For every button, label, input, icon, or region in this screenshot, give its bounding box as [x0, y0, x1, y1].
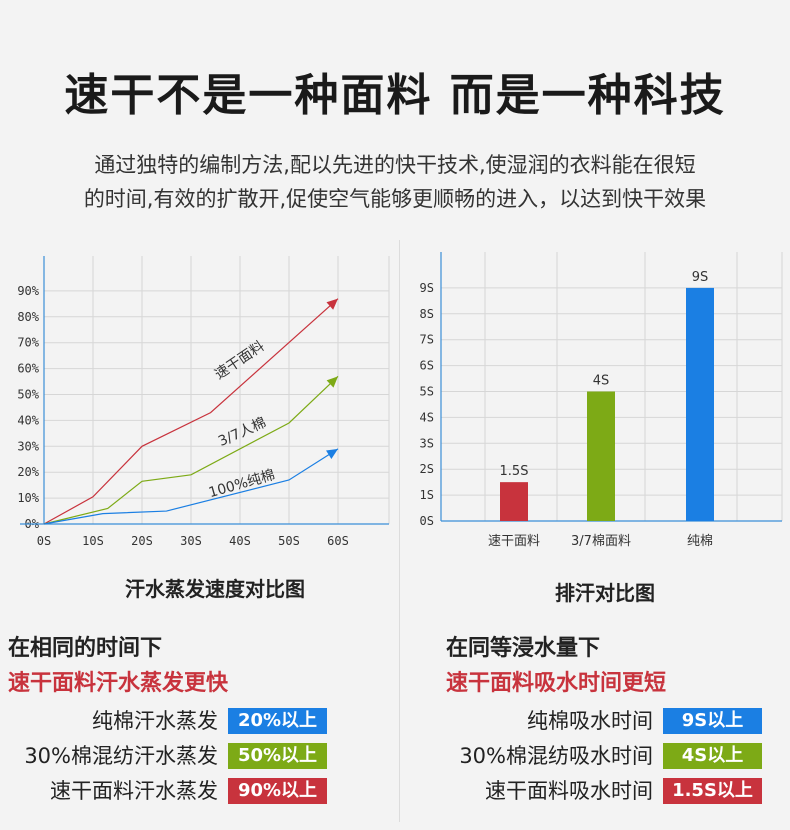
- left-row-label: 纯棉汗水蒸发: [92, 709, 218, 733]
- x-tick-label: 60S: [327, 534, 349, 548]
- y-tick-label: 90%: [17, 284, 39, 298]
- left-heading: 在相同的时间下: [8, 636, 163, 661]
- right-row-label: 30%棉混纺吸水时间: [459, 744, 653, 768]
- x-tick-label: 10S: [82, 534, 104, 548]
- y-tick-label: 40%: [17, 413, 39, 427]
- series-line: [43, 375, 339, 525]
- x-tick-label: 0S: [37, 534, 51, 548]
- x-tick-label: 20S: [131, 534, 153, 548]
- bar: [587, 391, 615, 521]
- right-row-badge: 9S以上: [663, 708, 762, 734]
- right-row-label: 速干面料吸水时间: [485, 779, 653, 803]
- intro-line-2: 的时间,有效的扩散开,促使空气能够更顺畅的进入，以达到快干效果: [83, 187, 707, 211]
- left-row-label: 30%棉混纺汗水蒸发: [24, 744, 218, 768]
- y-tick-label: 8S: [420, 307, 434, 321]
- y-tick-label: 5S: [420, 385, 434, 399]
- right-row-badge: 4S以上: [663, 743, 762, 769]
- right-highlight: 速干面料吸水时间更短: [446, 671, 667, 696]
- series-arrowhead: [326, 448, 338, 460]
- y-tick-label: 60%: [17, 362, 39, 376]
- bar-data-label: 9S: [692, 270, 709, 285]
- bar-data-label: 4S: [593, 374, 610, 389]
- bar: [686, 287, 714, 521]
- absorption-bar-chart: 0S 1S 2S 3S 4S 5S 6S 7S 8S 9S 1.5S 速干面料 4S 3/7棉面料 9S 纯棉: [420, 252, 783, 549]
- bar-data-label: 1.5S: [500, 464, 529, 479]
- intro-line-1: 通过独特的编制方法,配以先进的快干技术,使湿润的衣料能在很短: [94, 153, 696, 177]
- y-tick-label: 7S: [420, 333, 434, 347]
- series-line: [43, 448, 339, 525]
- y-tick-label: 20%: [17, 465, 39, 479]
- right-row-label: 纯棉吸水时间: [527, 709, 653, 733]
- y-tick-label: 6S: [420, 359, 434, 373]
- y-tick-label: 4S: [420, 410, 434, 424]
- y-tick-label: 80%: [17, 310, 39, 324]
- left-highlight: 速干面料汗水蒸发更快: [8, 671, 229, 696]
- right-heading: 在同等浸水量下: [446, 636, 601, 661]
- y-tick-label: 9S: [420, 281, 434, 295]
- left-row-badge: 50%以上: [228, 743, 327, 769]
- y-tick-label: 70%: [17, 336, 39, 350]
- left-row-badge: 20%以上: [228, 708, 327, 734]
- category-label: 纯棉: [687, 534, 713, 549]
- left-row-label: 速干面料汗水蒸发: [50, 779, 218, 803]
- page-headline: 速干不是一种面料 而是一种科技: [64, 70, 726, 121]
- right-row-badge: 1.5S以上: [663, 778, 762, 804]
- y-tick-label: 1S: [420, 488, 434, 502]
- x-tick-label: 50S: [278, 534, 300, 548]
- left-row-badge: 90%以上: [228, 778, 327, 804]
- y-tick-label: 30%: [17, 439, 39, 453]
- series-arrowhead: [326, 376, 338, 388]
- panel-divider: [399, 240, 400, 822]
- evaporation-line-chart: 0%10%20%30%40%50%60%70%80%90%0S 10S 20S 30S…: [17, 256, 390, 548]
- bar: [500, 482, 528, 521]
- series-arrowhead: [326, 298, 338, 310]
- series-line: [43, 298, 339, 525]
- y-tick-label: 0S: [420, 514, 434, 528]
- y-tick-label: 10%: [17, 491, 39, 505]
- category-label: 速干面料: [488, 534, 540, 549]
- line-chart-title: 汗水蒸发速度对比图: [125, 577, 305, 601]
- y-tick-label: 2S: [420, 462, 434, 476]
- y-tick-label: 50%: [17, 388, 39, 402]
- bar-chart-title: 排汗对比图: [555, 581, 655, 605]
- y-tick-label: 3S: [420, 436, 434, 450]
- x-tick-label: 40S: [229, 534, 251, 548]
- x-tick-label: 30S: [180, 534, 202, 548]
- category-label: 3/7棉面料: [571, 534, 631, 549]
